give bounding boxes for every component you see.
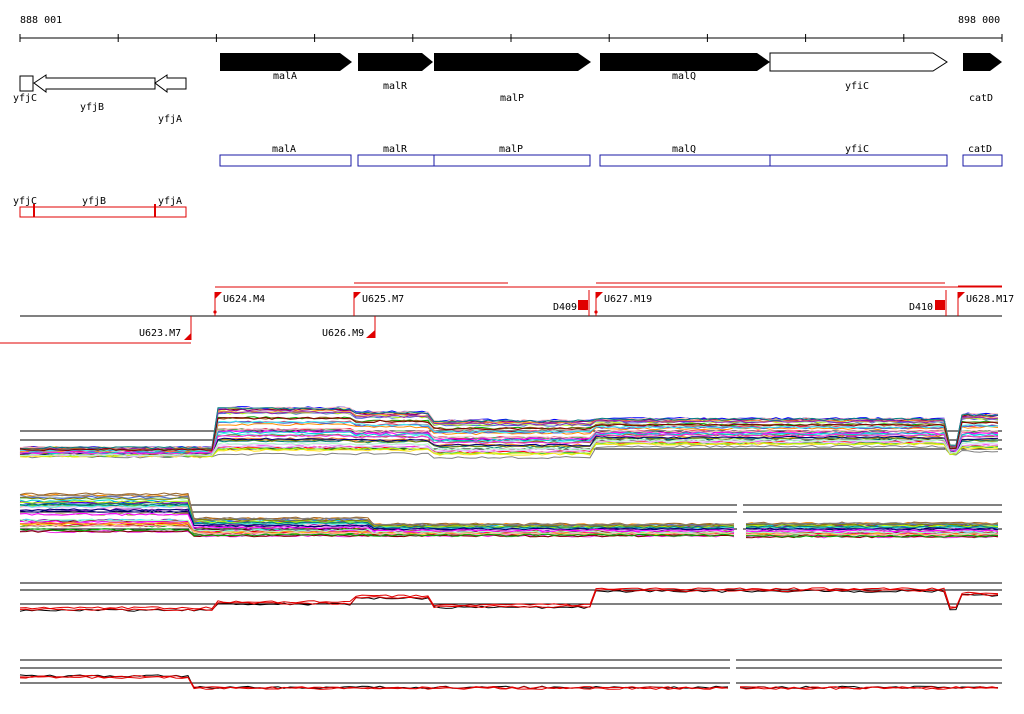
expression-panel-forward-all xyxy=(19,406,1002,460)
cds-box-yfiC[interactable] xyxy=(769,154,948,167)
cds-label-yfjC: yfjC xyxy=(13,196,37,207)
reverse-genes-track: yfjC yfjB yfjA xyxy=(13,74,187,125)
unit-label-U626: U626.M9 xyxy=(322,328,364,339)
terminator-label-D410: D410 xyxy=(909,302,933,313)
cds-forward-track: malA malR malP malQ yfiC catD xyxy=(219,144,1003,167)
cds-label-yfjB: yfjB xyxy=(82,196,106,207)
gene-label-malR: malR xyxy=(383,81,408,92)
expression-trace xyxy=(20,524,999,537)
gene-arrow-yfiC[interactable] xyxy=(769,52,948,72)
unit-U624[interactable]: U624.M4 xyxy=(213,292,265,316)
expression-series-forward-all xyxy=(19,406,999,460)
cds-label-yfiC: yfiC xyxy=(845,144,869,155)
forward-genes-track: malA malR malP malQ yfiC catD xyxy=(220,52,1002,104)
expression-trace xyxy=(19,528,999,538)
gene-arrow-malR[interactable] xyxy=(358,53,433,71)
unit-U626[interactable]: U626.M9 xyxy=(322,316,376,339)
unit-label-U625: U625.M7 xyxy=(362,294,404,305)
expression-trace xyxy=(19,494,999,527)
cds-box-malA[interactable] xyxy=(219,154,352,167)
terminator-label-D409: D409 xyxy=(553,302,577,313)
expression-panel-reverse-all xyxy=(19,492,1002,539)
unit-U628[interactable]: U628.M17 xyxy=(957,292,1014,316)
cds-reverse-track: yfjC yfjB yfjA xyxy=(13,196,187,218)
gene-label-malP: malP xyxy=(500,93,524,104)
coordinate-ruler: 888 001 898 000 xyxy=(19,15,1003,42)
cds-label-malA: malA xyxy=(272,144,296,155)
gene-label-catD: catD xyxy=(969,93,993,104)
expression-trace xyxy=(19,438,999,457)
unit-label-U624: U624.M4 xyxy=(223,294,265,305)
gene-arrow-malP[interactable] xyxy=(434,53,591,71)
cds-label-malR: malR xyxy=(383,144,408,155)
unit-U627[interactable]: U627.M19 xyxy=(594,292,652,316)
expression-trace xyxy=(19,588,999,612)
expression-trace xyxy=(19,497,999,528)
cds-box-malQ[interactable] xyxy=(599,154,771,167)
expression-series-reverse-all xyxy=(19,492,999,539)
unit-U623[interactable]: U623.M7 xyxy=(139,316,192,340)
terminator-D409[interactable]: D409 xyxy=(553,290,590,316)
ruler-end-label: 898 000 xyxy=(958,15,1000,26)
expression-panel-reverse-replicates xyxy=(19,659,1002,690)
expression-series-reverse-replicates xyxy=(19,674,999,690)
gene-label-yfjA: yfjA xyxy=(158,114,182,125)
unit-label-U627: U627.M19 xyxy=(604,294,652,305)
gene-label-malQ: malQ xyxy=(672,71,696,82)
expression-trace xyxy=(19,587,999,610)
cds-label-catD: catD xyxy=(968,144,992,155)
gene-box-yfjC[interactable] xyxy=(19,75,34,92)
cds-label-yfjA: yfjA xyxy=(158,196,182,207)
terminator-D410[interactable]: D410 xyxy=(909,290,947,316)
expression-trace xyxy=(19,440,999,457)
gene-label-yfjC: yfjC xyxy=(13,93,37,104)
expression-trace xyxy=(19,420,999,452)
cds-label-malP: malP xyxy=(499,144,523,155)
expression-trace xyxy=(19,407,999,450)
unit-label-U628: U628.M17 xyxy=(966,294,1014,305)
ruler-start-label: 888 001 xyxy=(20,15,62,26)
ruler-ticks xyxy=(19,34,1003,42)
cds-box-malP[interactable] xyxy=(433,154,591,167)
expression-trace xyxy=(19,512,999,533)
gene-arrow-yfjA[interactable] xyxy=(154,74,187,93)
gene-label-yfjB: yfjB xyxy=(80,102,104,113)
expression-panel-forward-replicates xyxy=(19,582,1002,612)
gene-label-malA: malA xyxy=(273,71,297,82)
gene-arrow-malA[interactable] xyxy=(220,53,352,71)
gene-label-yfiC: yfiC xyxy=(845,81,869,92)
unit-U625[interactable]: U625.M7 xyxy=(353,292,404,316)
cds-box-reverse[interactable] xyxy=(19,206,187,218)
gene-arrow-malQ[interactable] xyxy=(600,53,770,71)
expression-series-forward-replicates xyxy=(19,587,999,612)
expression-trace xyxy=(19,431,999,455)
cds-label-malQ: malQ xyxy=(672,144,696,155)
expression-trace xyxy=(19,416,999,452)
gene-arrow-catD[interactable] xyxy=(963,53,1002,71)
cds-box-catD[interactable] xyxy=(962,154,1003,167)
expression-trace xyxy=(19,518,999,535)
expression-trace xyxy=(19,674,999,690)
cds-box-malR[interactable] xyxy=(357,154,435,167)
transcription-units-track: U624.M4 U625.M7 U627.M19 U628.M17 D409 xyxy=(0,282,1014,344)
unit-label-U623: U623.M7 xyxy=(139,328,181,339)
gene-arrow-yfjB[interactable] xyxy=(33,74,156,93)
